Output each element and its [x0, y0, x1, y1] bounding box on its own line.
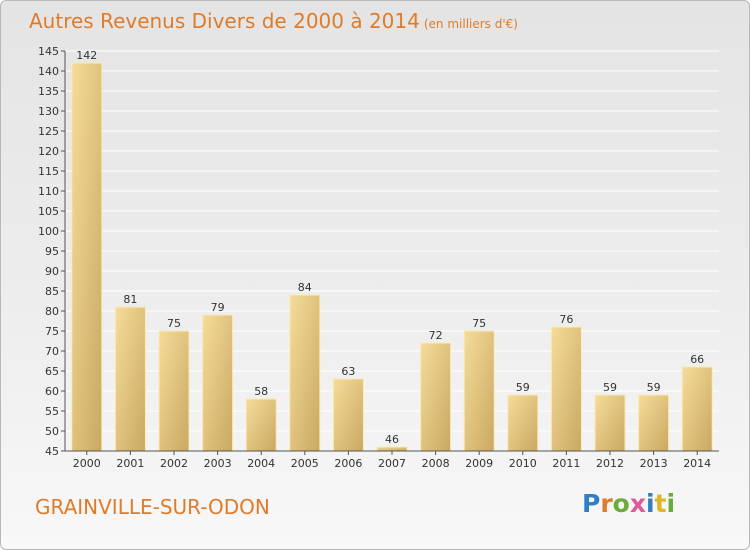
x-tick-label: 2000: [73, 457, 101, 470]
x-tick-label: 2014: [683, 457, 711, 470]
y-tick-label: 75: [45, 325, 59, 338]
labels: 45 50 55 60 65 70 75 80 85 90 95 100 105 110 115 120 125…: [38, 45, 711, 470]
x-tick-label: 2011: [552, 457, 580, 470]
y-tick-label: 50: [45, 425, 59, 438]
bar-value-label: 79: [211, 301, 225, 314]
y-tick-label: 60: [45, 385, 59, 398]
bar: [71, 62, 103, 452]
axes: [61, 50, 719, 455]
y-tick-label: 45: [45, 445, 59, 458]
bar: [594, 394, 626, 452]
y-tick-label: 65: [45, 365, 59, 378]
bar-value-label: 84: [298, 281, 312, 294]
x-tick-label: 2007: [378, 457, 406, 470]
bar-value-label: 72: [429, 329, 443, 342]
bars: [71, 62, 713, 452]
x-tick-label: 2008: [422, 457, 450, 470]
x-tick-label: 2006: [334, 457, 362, 470]
y-tick-label: 80: [45, 305, 59, 318]
bar: [550, 326, 582, 452]
bar-value-label: 81: [123, 293, 137, 306]
bar-value-label: 76: [559, 313, 573, 326]
bar-value-label: 75: [472, 317, 486, 330]
bar-value-label: 142: [76, 49, 97, 62]
y-tick-label: 130: [38, 105, 59, 118]
x-tick-label: 2001: [116, 457, 144, 470]
x-tick-label: 2010: [509, 457, 537, 470]
x-tick-label: 2002: [160, 457, 188, 470]
bar: [245, 398, 277, 452]
bar-value-label: 66: [690, 353, 704, 366]
bar-value-label: 59: [516, 381, 530, 394]
y-tick-label: 110: [38, 185, 59, 198]
x-tick-label: 2009: [465, 457, 493, 470]
bar: [463, 330, 495, 452]
x-tick-label: 2003: [204, 457, 232, 470]
x-tick-label: 2012: [596, 457, 624, 470]
bar-value-label: 58: [254, 385, 268, 398]
bar: [289, 294, 321, 452]
bar-value-label: 46: [385, 433, 399, 446]
y-tick-label: 120: [38, 145, 59, 158]
x-tick-label: 2013: [640, 457, 668, 470]
y-tick-label: 125: [38, 125, 59, 138]
bar: [681, 366, 713, 452]
chart-title-text: Autres Revenus Divers de 2000 à 2014: [29, 9, 420, 33]
bar: [376, 446, 408, 452]
x-tick-label: 2004: [247, 457, 275, 470]
bar-value-label: 59: [603, 381, 617, 394]
bar: [507, 394, 539, 452]
y-tick-label: 135: [38, 85, 59, 98]
commune-name: GRAINVILLE-SUR-ODON: [35, 495, 270, 519]
chart-unit: (en milliers d'€): [423, 17, 518, 31]
logo-letter: r: [600, 489, 613, 518]
y-tick-label: 90: [45, 265, 59, 278]
y-tick-label: 105: [38, 205, 59, 218]
bar: [202, 314, 234, 452]
bar: [114, 306, 146, 452]
bar: [332, 378, 364, 452]
y-tick-label: 95: [45, 245, 59, 258]
bar-value-label: 59: [647, 381, 661, 394]
y-tick-label: 145: [38, 45, 59, 58]
bar-value-label: 75: [167, 317, 181, 330]
logo-letter: t: [654, 489, 667, 518]
y-tick-label: 85: [45, 285, 59, 298]
logo-letter: x: [629, 489, 646, 518]
bar: [158, 330, 190, 452]
logo-letter: i: [666, 489, 676, 518]
y-tick-label: 100: [38, 225, 59, 238]
proxiti-logo[interactable]: Proxiti: [582, 489, 675, 518]
y-tick-label: 70: [45, 345, 59, 358]
logo-letter: o: [612, 489, 630, 518]
bar: [638, 394, 670, 452]
x-tick-label: 2005: [291, 457, 319, 470]
y-tick-label: 115: [38, 165, 59, 178]
y-tick-label: 140: [38, 65, 59, 78]
logo-letter: P: [582, 489, 601, 518]
bar: [420, 342, 452, 452]
y-tick-label: 55: [45, 405, 59, 418]
logo-letter: i: [646, 489, 655, 518]
bar-value-label: 63: [341, 365, 355, 378]
chart-title: Autres Revenus Divers de 2000 à 2014 (en …: [29, 9, 518, 33]
